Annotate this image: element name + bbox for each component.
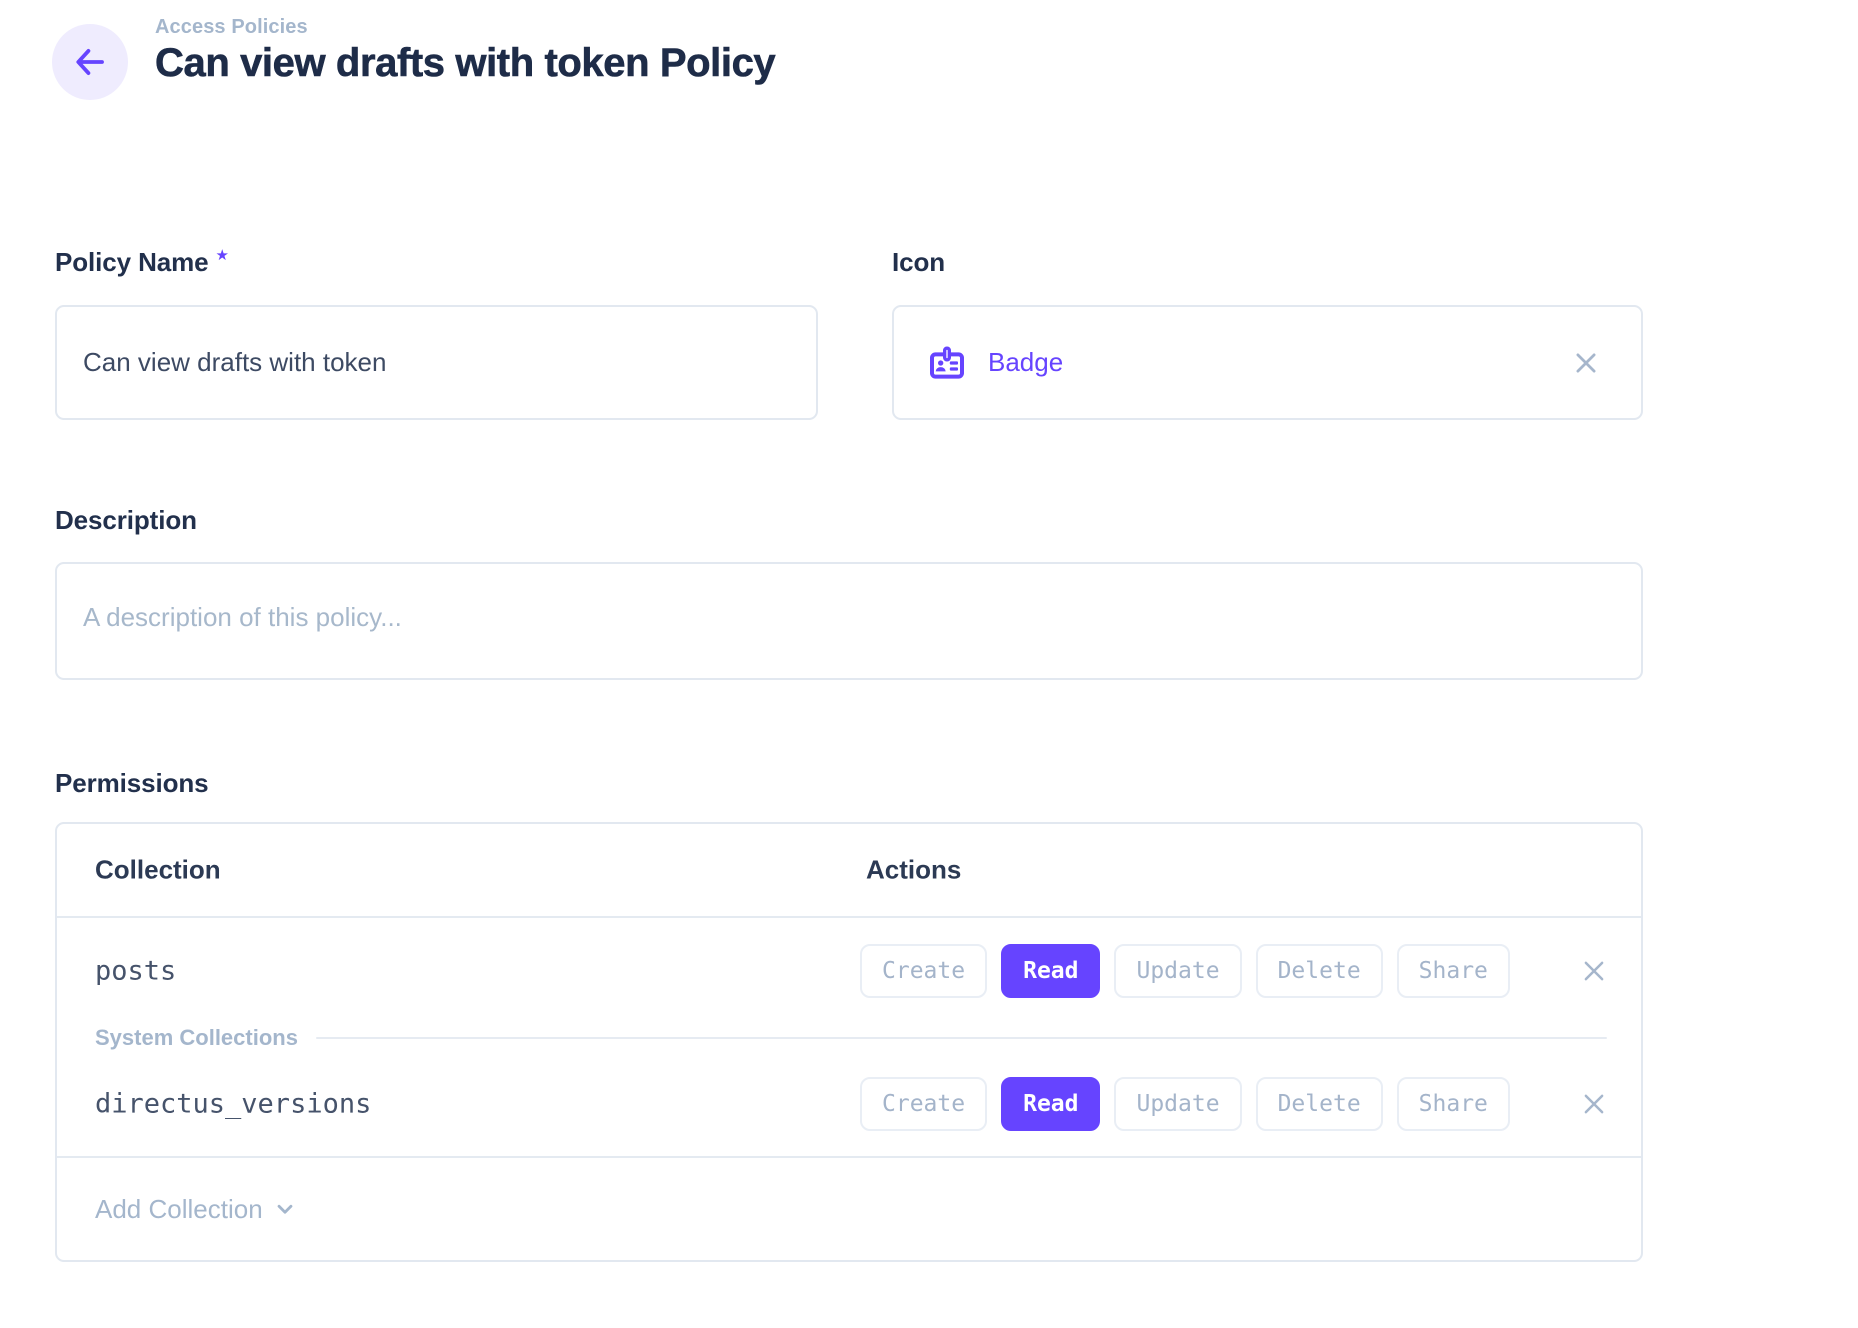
system-collections-divider: System Collections [57, 1024, 1641, 1052]
permissions-table-header: Collection Actions [57, 824, 1641, 918]
icon-label: Icon [892, 247, 946, 277]
column-header-collection: Collection [95, 854, 221, 885]
permissions-label: Permissions [55, 768, 209, 798]
action-delete-button[interactable]: Delete [1255, 944, 1383, 998]
description-label: Description [55, 505, 197, 535]
badge-icon [927, 343, 967, 383]
icon-picker-field[interactable]: Badge [892, 305, 1643, 420]
close-icon [1571, 348, 1601, 378]
close-icon [1579, 956, 1609, 986]
policy-name-field [55, 305, 818, 420]
action-share-button[interactable]: Share [1396, 1077, 1510, 1131]
divider-line [315, 1037, 1607, 1039]
table-row-posts: posts Create Read Update Delete Share [57, 918, 1641, 1024]
close-icon [1579, 1089, 1609, 1119]
breadcrumb[interactable]: Access Policies [155, 16, 308, 38]
action-share-button[interactable]: Share [1396, 944, 1510, 998]
actions-group: Create Read Update Delete Share [860, 1077, 1510, 1131]
action-update-button[interactable]: Update [1114, 1077, 1242, 1131]
action-read-button[interactable]: Read [1001, 944, 1101, 998]
required-star-icon: ★ [215, 247, 229, 264]
action-update-button[interactable]: Update [1114, 944, 1242, 998]
permissions-table: Collection Actions posts Create Read Upd… [55, 822, 1643, 1262]
page-title: Can view drafts with token Policy [155, 41, 776, 86]
policy-name-input[interactable] [55, 305, 818, 420]
table-row-directus-versions: directus_versions Create Read Update Del… [57, 1052, 1641, 1158]
collection-name: posts [95, 955, 177, 987]
action-read-button[interactable]: Read [1001, 1077, 1101, 1131]
remove-row-button[interactable] [1579, 956, 1609, 986]
system-collections-label: System Collections [95, 1025, 298, 1050]
icon-clear-button[interactable] [1571, 348, 1601, 378]
column-header-actions: Actions [866, 854, 962, 885]
back-button[interactable] [52, 24, 128, 100]
arrow-left-icon [71, 43, 109, 81]
collection-name: directus_versions [95, 1088, 372, 1120]
action-create-button[interactable]: Create [860, 944, 988, 998]
actions-group: Create Read Update Delete Share [860, 944, 1510, 998]
remove-row-button[interactable] [1579, 1089, 1609, 1119]
icon-selected-value: Badge [988, 347, 1064, 377]
add-collection-button[interactable]: Add Collection [57, 1158, 1641, 1260]
action-create-button[interactable]: Create [860, 1077, 988, 1131]
action-delete-button[interactable]: Delete [1255, 1077, 1383, 1131]
policy-name-label-text: Policy Name [55, 247, 209, 277]
policy-name-label: Policy Name ★ [55, 247, 229, 278]
chevron-down-icon [272, 1196, 298, 1222]
description-input[interactable] [55, 562, 1643, 680]
add-collection-label: Add Collection [95, 1193, 263, 1224]
